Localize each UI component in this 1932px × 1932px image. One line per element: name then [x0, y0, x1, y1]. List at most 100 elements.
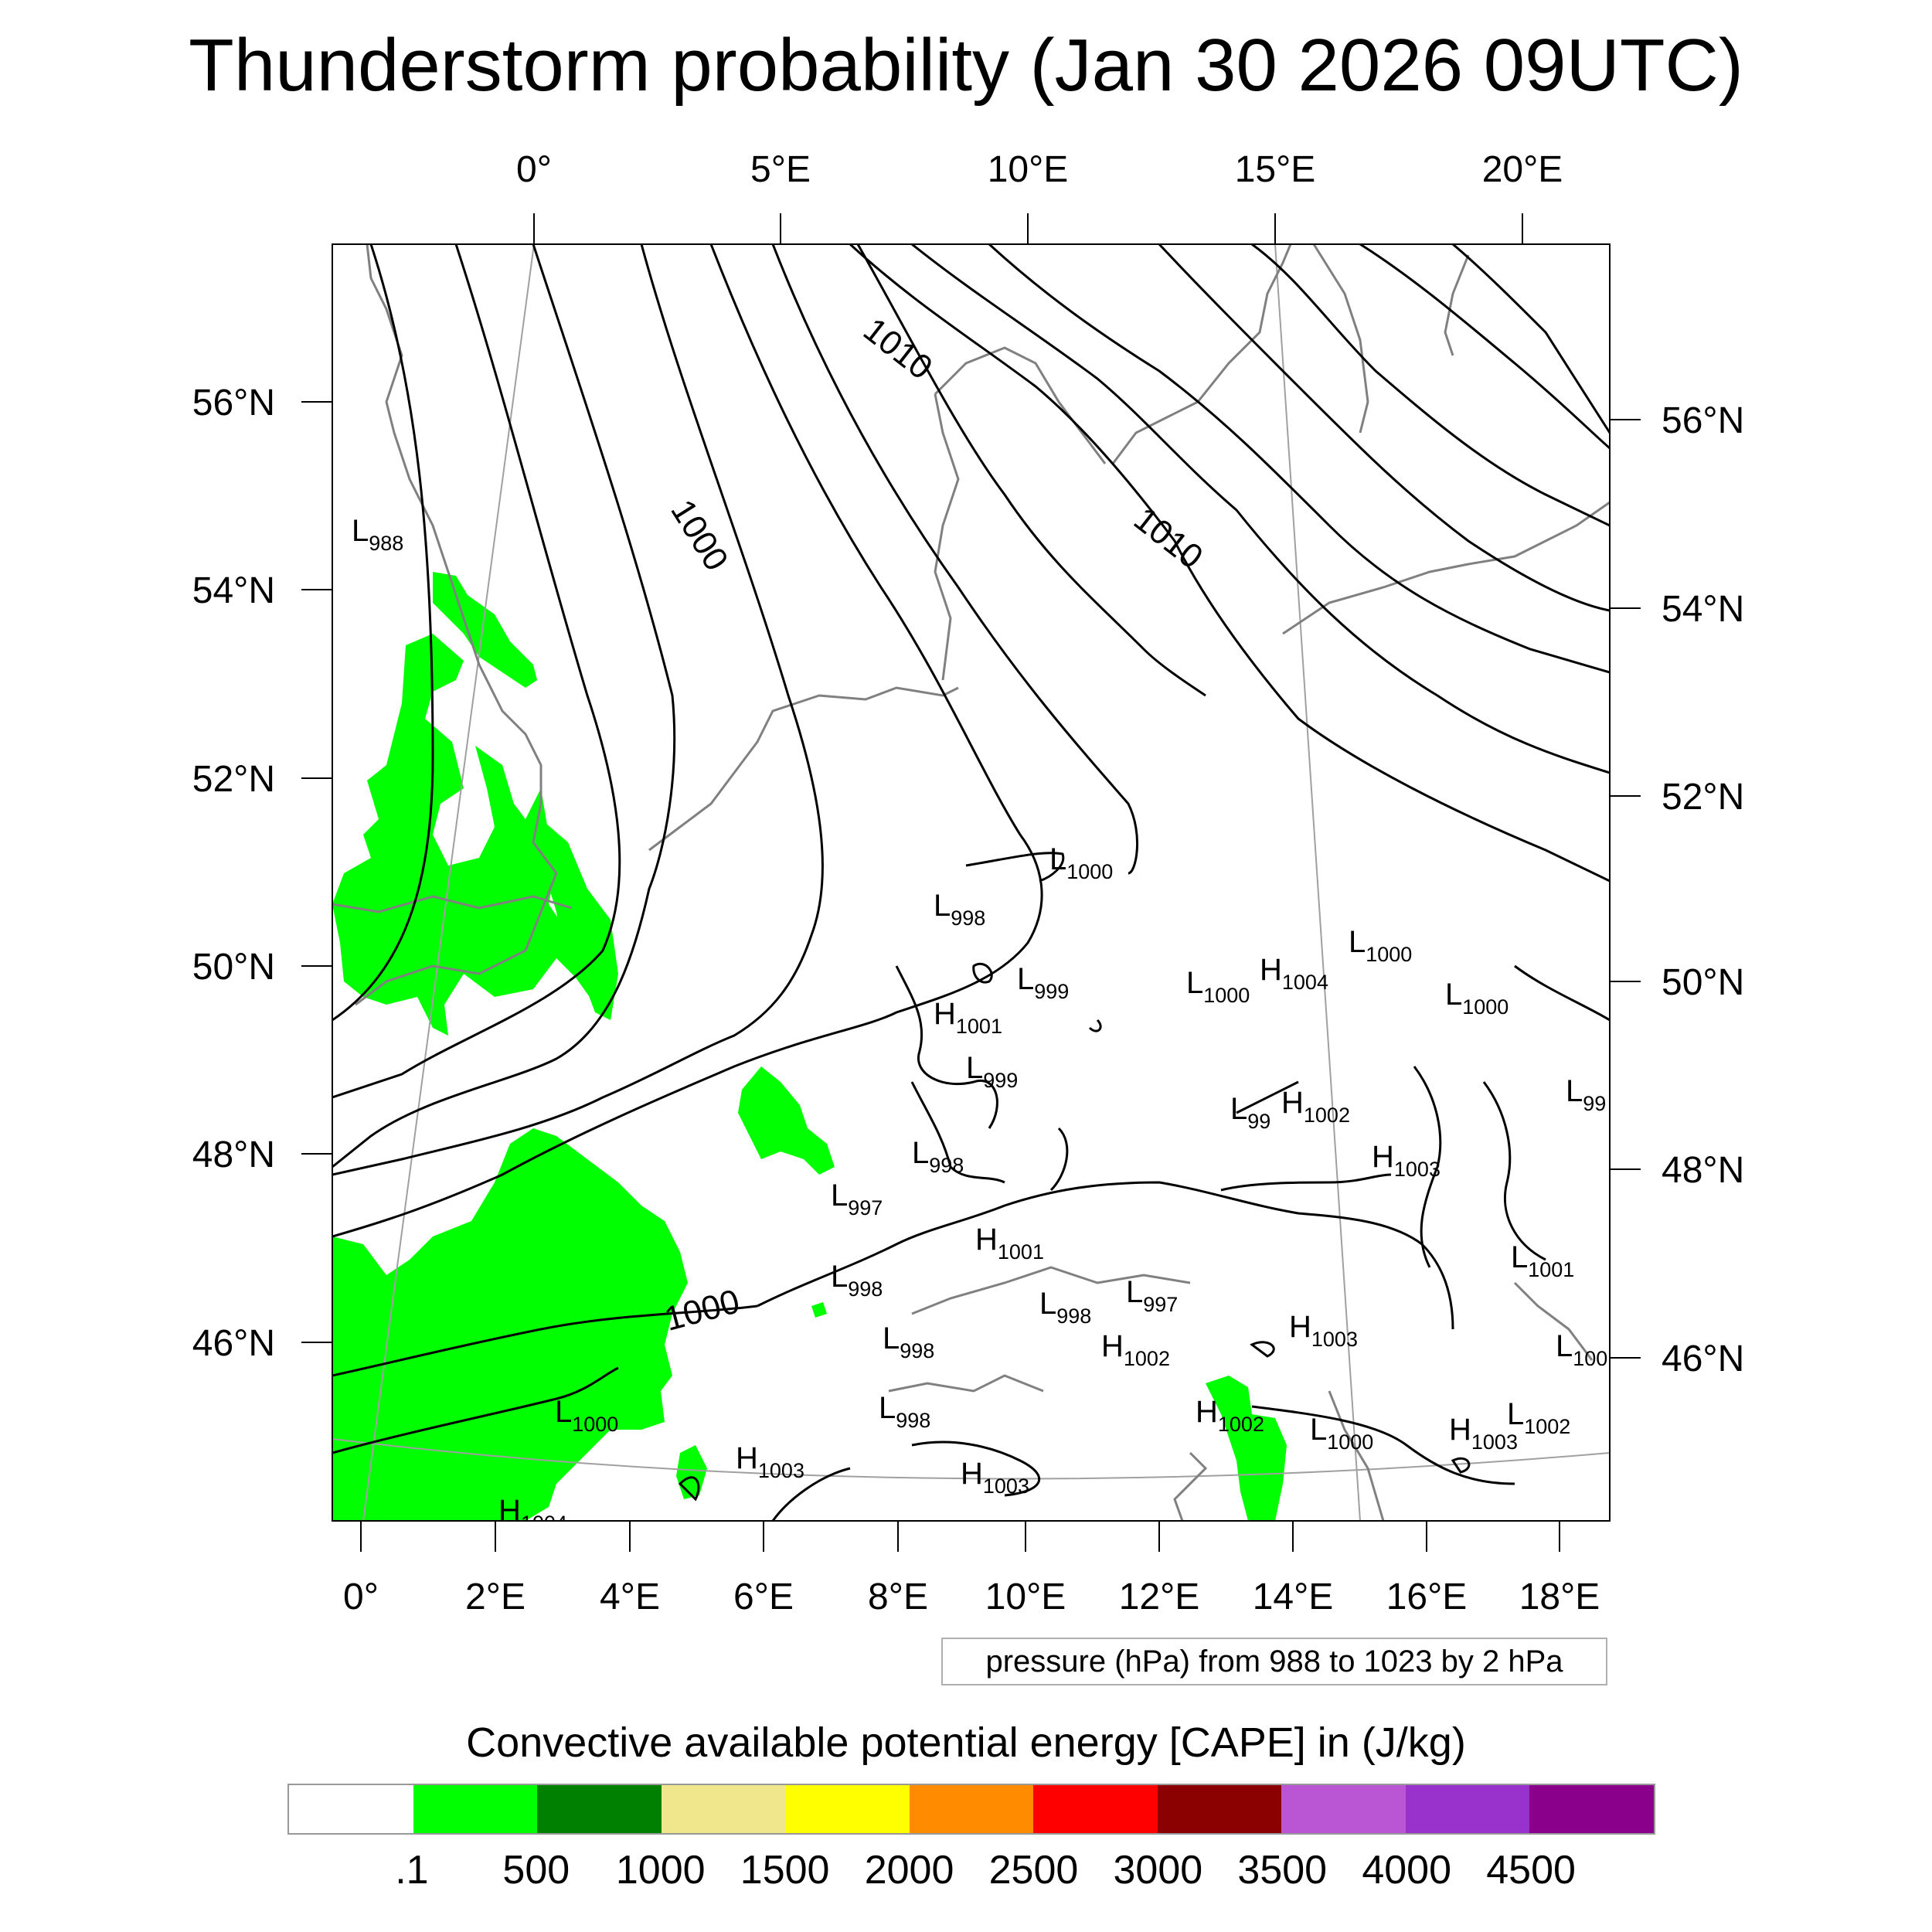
colorbar-label: 500 [502, 1848, 570, 1893]
colorbar-label: 2500 [988, 1848, 1079, 1893]
lon-label: 4°E [600, 1577, 660, 1617]
lat-label: 52°N [1662, 777, 1744, 818]
colorbar-cell [1281, 1785, 1406, 1833]
lat-label: 56°N [1662, 400, 1744, 441]
cape-areas [332, 572, 1287, 1521]
pressure-center-marker: L998 [883, 1321, 934, 1362]
cape-area-belgium [541, 819, 618, 1020]
pressure-center-marker: L998 [879, 1391, 930, 1432]
lon-label: 2°E [465, 1577, 526, 1617]
cape-area-alps-small [676, 1445, 707, 1499]
pressure-center-marker: L1000 [1445, 978, 1509, 1019]
cape-area-north-sea [332, 634, 611, 1036]
colorbar [287, 1784, 1655, 1835]
right-lat-labels: 56°N 54°N 52°N 50°N 48°N 46°N [1662, 400, 1744, 1379]
pressure-centers: L988 L1000 L998 L999 H1001 L999 L998 L10… [352, 514, 1607, 1535]
pressure-center-marker: L1001 [1511, 1240, 1574, 1281]
lon-label: 6°E [733, 1577, 794, 1617]
pressure-center-marker: H1002 [1196, 1395, 1264, 1436]
colorbar-cell [537, 1785, 662, 1833]
pressure-center-marker: L1000 [1310, 1413, 1373, 1454]
lat-label: 48°N [192, 1134, 275, 1175]
cape-area-rhine [738, 1066, 835, 1175]
pressure-center-marker: L1002 [1507, 1397, 1570, 1438]
pressure-center-marker: L99 [1230, 1092, 1270, 1133]
lat-label: 46°N [1662, 1338, 1744, 1379]
lat-label: 56°N [192, 383, 275, 423]
pressure-center-marker: H1003 [1449, 1413, 1518, 1454]
lon-label: 15°E [1235, 149, 1316, 190]
isobar-label: 1010 [1127, 500, 1209, 577]
graticule [332, 244, 1610, 1521]
pressure-center-marker: H1002 [1101, 1329, 1170, 1370]
pressure-center-marker: H1003 [736, 1441, 804, 1482]
cape-area-france [332, 1128, 688, 1521]
lat-label: 54°N [1662, 589, 1744, 630]
colorbar-cell [413, 1785, 538, 1833]
lon-label: 10°E [988, 149, 1069, 190]
pressure-center-marker: L988 [352, 514, 403, 555]
pressure-center-marker: L998 [831, 1260, 883, 1301]
colorbar-label: 4500 [1486, 1848, 1576, 1893]
isobars [332, 244, 1610, 1521]
pressure-center-marker: H1004 [498, 1494, 567, 1535]
lon-label: 0° [343, 1577, 379, 1617]
pressure-center-marker: L997 [1126, 1275, 1178, 1316]
lon-label: 16°E [1386, 1577, 1468, 1617]
lat-label: 50°N [1662, 962, 1744, 1003]
lon-label: 5°E [750, 149, 811, 190]
colorbar-cell [1529, 1785, 1655, 1833]
colorbar-title: Convective available potential energy [C… [466, 1719, 1466, 1766]
bottom-lon-labels: 0° 2°E 4°E 6°E 8°E 10°E 12°E 14°E 16°E 1… [343, 1577, 1600, 1617]
colorbar-label: 1000 [615, 1848, 706, 1893]
map-title: Thunderstorm probability (Jan 30 2026 09… [189, 24, 1743, 107]
pressure-center-marker: H1002 [1281, 1086, 1350, 1127]
pressure-center-marker: H1003 [1372, 1140, 1440, 1181]
isobar-label: 1000 [663, 493, 735, 577]
lon-label: 20°E [1482, 149, 1563, 190]
pressure-center-marker: L99 [1566, 1074, 1606, 1115]
lat-label: 54°N [192, 570, 275, 611]
isobar-label: 1010 [856, 311, 939, 387]
plot-frame [332, 243, 1611, 1522]
lat-label: 48°N [1662, 1150, 1744, 1191]
colorbar-cell [909, 1785, 1034, 1833]
pressure-center-marker: L1000 [555, 1395, 618, 1436]
pressure-center-marker: L100 [1556, 1329, 1607, 1370]
lon-label: 10°E [985, 1577, 1066, 1617]
lat-label: 52°N [192, 759, 275, 800]
lon-label: 18°E [1519, 1577, 1600, 1617]
lat-label: 50°N [192, 947, 275, 988]
pressure-center-marker: H1001 [934, 997, 1002, 1038]
lon-label: 8°E [868, 1577, 928, 1617]
pressure-center-marker: H1003 [961, 1457, 1029, 1498]
colorbar-label: 2000 [864, 1848, 954, 1893]
pressure-center-marker: L998 [1039, 1287, 1091, 1328]
colorbar-label: 4000 [1362, 1848, 1452, 1893]
top-lon-labels: 0° 5°E 10°E 15°E 20°E [516, 149, 1563, 190]
pressure-center-marker: L999 [1017, 962, 1069, 1003]
colorbar-cell [1157, 1785, 1282, 1833]
cape-area-speck [811, 1302, 827, 1318]
colorbar-cell [289, 1785, 413, 1833]
colorbar-cell [785, 1785, 910, 1833]
lon-label: 12°E [1119, 1577, 1200, 1617]
lat-label: 46°N [192, 1323, 275, 1364]
pressure-center-marker: H1004 [1260, 953, 1328, 994]
pressure-center-marker: L1000 [1049, 842, 1113, 883]
pressure-center-marker: H1001 [975, 1223, 1044, 1264]
lon-label: 0° [516, 149, 552, 190]
colorbar-label: 3500 [1237, 1848, 1328, 1893]
pressure-center-marker: L1000 [1186, 966, 1250, 1007]
colorbar-label: 3000 [1113, 1848, 1203, 1893]
lon-label: 14°E [1253, 1577, 1334, 1617]
colorbar-label: 1500 [740, 1848, 830, 1893]
pressure-center-marker: L997 [831, 1179, 883, 1219]
colorbar-labels: .1 500 1000 1500 2000 2500 3000 3500 4000 4500 [0, 1843, 1932, 1897]
colorbar-cell [1033, 1785, 1158, 1833]
coastlines [332, 244, 1610, 1521]
colorbar-cell [661, 1785, 786, 1833]
axis-ticks [301, 213, 1641, 1552]
cape-area-adriatic [1206, 1376, 1287, 1521]
